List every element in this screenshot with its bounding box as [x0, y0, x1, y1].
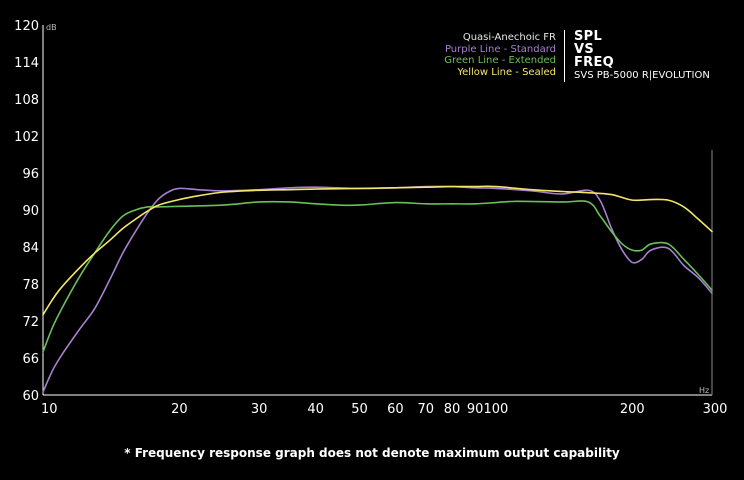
x-tick-label: 10 [41, 402, 58, 417]
title-line-vs: VS [574, 42, 595, 57]
series-line-sealed [42, 185, 713, 316]
y-tick-label: 114 [14, 56, 39, 71]
series-line-extended [42, 200, 713, 353]
legend: Quasi-Anechoic FR Purple Line - Standard… [444, 32, 556, 78]
y-tick-label: 84 [22, 241, 39, 256]
chart-title-block: SPL VS FREQ SVS PB-5000 R|EVOLUTION [564, 30, 710, 82]
y-axis-unit-label: dB [46, 23, 57, 32]
chart-axes [42, 25, 713, 396]
x-tick-label: 300 [703, 402, 728, 417]
footnote: * Frequency response graph does not deno… [124, 446, 620, 460]
x-tick-label: 100 [483, 402, 508, 417]
series-line-standard [42, 185, 713, 393]
legend-item-sealed: Yellow Line - Sealed [457, 66, 556, 78]
y-tick-label: 102 [14, 130, 39, 145]
y-tick-label: 120 [14, 19, 39, 34]
y-tick-label: 66 [22, 352, 39, 367]
y-tick-labels: 60 66 72 78 84 90 96 102 108 114 120 [14, 19, 39, 404]
x-tick-label: 40 [307, 402, 324, 417]
series-lines [42, 185, 713, 393]
y-tick-label: 78 [22, 278, 39, 293]
legend-title: Quasi-Anechoic FR [462, 32, 556, 43]
y-tick-label: 90 [22, 204, 39, 219]
y-tick-label: 108 [14, 93, 39, 108]
x-tick-label: 50 [351, 402, 368, 417]
x-tick-label: 80 [444, 402, 461, 417]
x-tick-label: 70 [417, 402, 434, 417]
legend-item-standard: Purple Line - Standard [444, 43, 556, 55]
y-tick-label: 96 [22, 167, 39, 182]
y-tick-label: 60 [22, 389, 39, 404]
x-tick-label: 200 [620, 402, 645, 417]
x-tick-label: 30 [251, 402, 268, 417]
x-tick-labels: 10 20 30 40 50 60 70 80 90 100 200 300 [41, 402, 727, 417]
product-name: SVS PB-5000 R|EVOLUTION [574, 70, 710, 81]
x-tick-label: 90 [467, 402, 484, 417]
x-axis-unit-label: Hz [699, 386, 709, 395]
x-tick-label: 20 [171, 402, 188, 417]
legend-item-extended: Green Line - Extended [444, 55, 556, 66]
title-line-spl: SPL [574, 29, 603, 44]
x-tick-label: 60 [387, 402, 404, 417]
title-line-freq: FREQ [574, 55, 615, 70]
y-tick-label: 72 [22, 315, 39, 330]
